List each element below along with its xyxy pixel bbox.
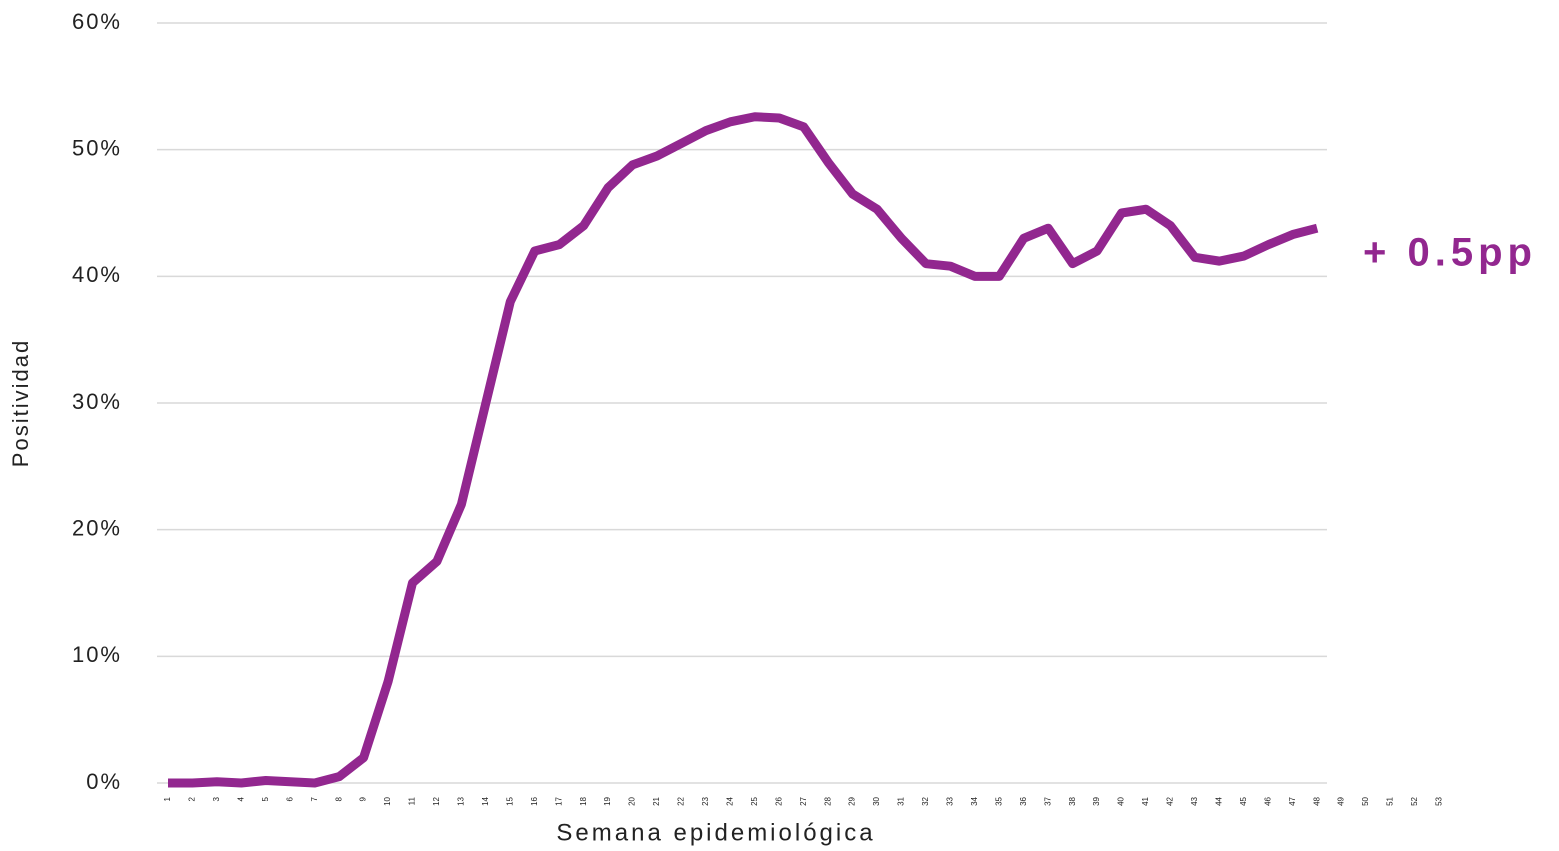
x-tick-label: 40 — [1117, 796, 1126, 805]
x-tick-label: 5 — [261, 796, 270, 801]
x-tick-label: 36 — [1019, 796, 1028, 805]
x-tick-label: 17 — [554, 796, 563, 805]
annotation: + 0.5pp — [1363, 231, 1537, 275]
x-tick-label: 39 — [1092, 796, 1101, 805]
x-tick-label: 52 — [1410, 796, 1419, 805]
x-tick-label: 22 — [677, 796, 686, 805]
x-tick-label: 27 — [799, 796, 808, 805]
y-tick-label: 40% — [72, 262, 122, 287]
x-tick-label: 9 — [359, 796, 368, 801]
x-tick-label: 6 — [285, 796, 294, 801]
x-tick-label: 13 — [457, 796, 466, 805]
y-tick-label: 10% — [72, 642, 122, 667]
x-tick-label: 21 — [652, 796, 661, 805]
x-tick-label: 15 — [505, 796, 514, 805]
x-tick-label: 50 — [1361, 796, 1370, 805]
x-tick-label: 14 — [481, 796, 490, 805]
y-tick-label: 30% — [72, 389, 122, 414]
x-tick-label: 4 — [236, 796, 245, 801]
x-tick-label: 24 — [725, 796, 734, 805]
x-tick-label: 12 — [432, 796, 441, 805]
x-tick-label: 18 — [579, 796, 588, 805]
x-tick-label: 29 — [848, 796, 857, 805]
x-tick-label: 2 — [188, 796, 197, 801]
y-tick-label: 20% — [72, 515, 122, 540]
x-tick-label: 44 — [1214, 796, 1223, 805]
x-tick-label: 23 — [701, 796, 710, 805]
x-tick-label: 47 — [1288, 796, 1297, 805]
x-tick-label: 31 — [897, 796, 906, 805]
y-axis-label: Positividad — [8, 339, 33, 467]
x-tick-label: 53 — [1435, 796, 1444, 805]
x-tick-label: 19 — [603, 796, 612, 805]
y-tick-label: 0% — [86, 769, 122, 794]
y-tick-label: 50% — [72, 135, 122, 160]
x-tick-label: 10 — [383, 796, 392, 805]
x-tick-label: 28 — [823, 796, 832, 805]
x-tick-label: 1 — [163, 796, 172, 801]
x-tick-label: 43 — [1190, 796, 1199, 805]
x-tick-label: 37 — [1043, 796, 1052, 805]
x-tick-label: 32 — [921, 796, 930, 805]
x-tick-label: 25 — [750, 796, 759, 805]
y-tick-label: 60% — [72, 9, 122, 34]
x-tick-label: 41 — [1141, 796, 1150, 805]
x-tick-label: 42 — [1166, 796, 1175, 805]
x-tick-label: 45 — [1239, 796, 1248, 805]
x-tick-label: 30 — [872, 796, 881, 805]
x-axis-label: Semana epidemiológica — [556, 819, 875, 846]
x-tick-label: 38 — [1068, 796, 1077, 805]
x-tick-label: 46 — [1263, 796, 1272, 805]
x-tick-label: 35 — [994, 796, 1003, 805]
x-tick-label: 8 — [334, 796, 343, 801]
x-tick-label: 11 — [408, 796, 417, 805]
x-tick-label: 48 — [1312, 796, 1321, 805]
x-tick-label: 16 — [530, 796, 539, 805]
x-tick-label: 33 — [946, 796, 955, 805]
x-tick-label: 34 — [970, 796, 979, 805]
x-tick-label: 51 — [1386, 796, 1395, 805]
x-tick-label: 3 — [212, 796, 221, 801]
x-tick-label: 20 — [628, 796, 637, 805]
line — [168, 112, 1319, 788]
x-tick-label: 49 — [1337, 796, 1346, 805]
x-tick-label: 26 — [774, 796, 783, 805]
x-tick-label: 7 — [310, 796, 319, 801]
